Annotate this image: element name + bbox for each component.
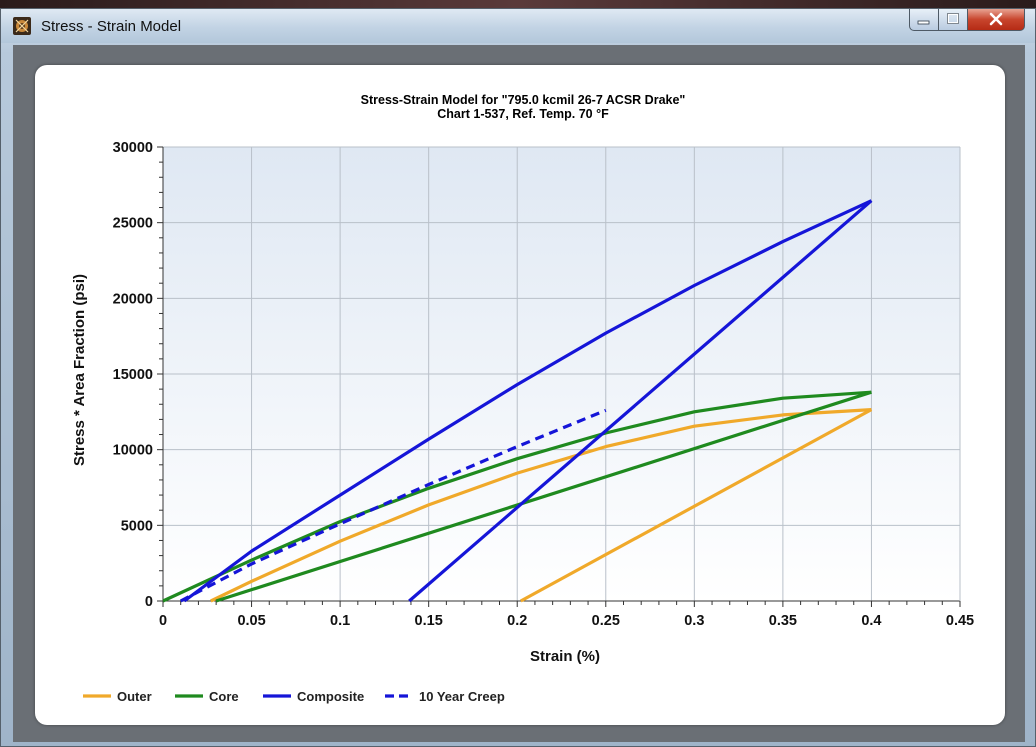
legend-label: 10 Year Creep [419, 689, 505, 704]
chart-subtitle: Chart 1-537, Ref. Temp. 70 °F [437, 107, 609, 121]
window-title: Stress - Strain Model [41, 18, 182, 35]
y-tick-label: 15000 [113, 367, 153, 383]
x-axis-label: Strain (%) [530, 648, 600, 665]
y-tick-label: 20000 [113, 291, 153, 307]
y-tick-label: 0 [145, 594, 153, 610]
series-outer-line [520, 408, 873, 603]
y-tick-label: 25000 [113, 216, 153, 232]
client-area: 0 0.05 0.1 0.15 0.2 0.25 0.3 0.35 0.4 0.45 0 5000 10… [13, 45, 1025, 742]
chart-title: Stress-Strain Model for "795.0 kcmil 26-… [361, 93, 686, 107]
close-icon [989, 12, 1003, 26]
app-window: Stress - Strain Model [0, 8, 1036, 747]
tick-marks: 0 0.05 0.1 0.15 0.2 0.25 0.3 0.35 0.4 0.45 0 5000 10… [113, 140, 974, 629]
series-outer-line [210, 408, 872, 603]
x-tick-label: 0.4 [861, 613, 881, 629]
x-tick-label: 0.05 [237, 613, 265, 629]
stress-strain-chart: 0 0.05 0.1 0.15 0.2 0.25 0.3 0.35 0.4 0.45 0 5000 10… [71, 93, 974, 704]
y-tick-label: 30000 [113, 140, 153, 156]
x-tick-label: 0.2 [507, 613, 527, 629]
series-lines [162, 199, 873, 603]
legend-label: Outer [117, 689, 152, 704]
series-composite-line [408, 199, 873, 603]
y-tick-label: 5000 [121, 518, 153, 534]
legend: Outer Core Composite 10 Year Creep [83, 689, 505, 704]
legend-label: Composite [297, 689, 364, 704]
x-tick-label: 0.35 [769, 613, 797, 629]
legend-label: Core [209, 689, 239, 704]
series-10-year-creep-line [179, 408, 607, 603]
x-tick-label: 0.15 [415, 613, 443, 629]
title-bar[interactable]: Stress - Strain Model [1, 9, 1035, 43]
series-core-line [162, 390, 872, 603]
chart-panel: 0 0.05 0.1 0.15 0.2 0.25 0.3 0.35 0.4 0.45 0 5000 10… [35, 65, 1005, 725]
series-composite-line [183, 199, 873, 603]
minimize-button[interactable] [909, 9, 939, 31]
x-tick-label: 0 [159, 613, 167, 629]
minimize-icon [917, 20, 930, 25]
x-tick-label: 0.1 [330, 613, 350, 629]
x-tick-label: 0.3 [684, 613, 704, 629]
close-button[interactable] [967, 9, 1025, 31]
series-core-line [215, 390, 872, 603]
x-tick-label: 0.25 [592, 613, 620, 629]
maximize-icon [947, 13, 959, 24]
app-logo-icon [13, 17, 31, 35]
x-tick-label: 0.45 [946, 613, 974, 629]
maximize-button[interactable] [938, 9, 968, 31]
y-axis-label: Stress * Area Fraction (psi) [71, 274, 88, 466]
y-tick-label: 10000 [113, 443, 153, 459]
